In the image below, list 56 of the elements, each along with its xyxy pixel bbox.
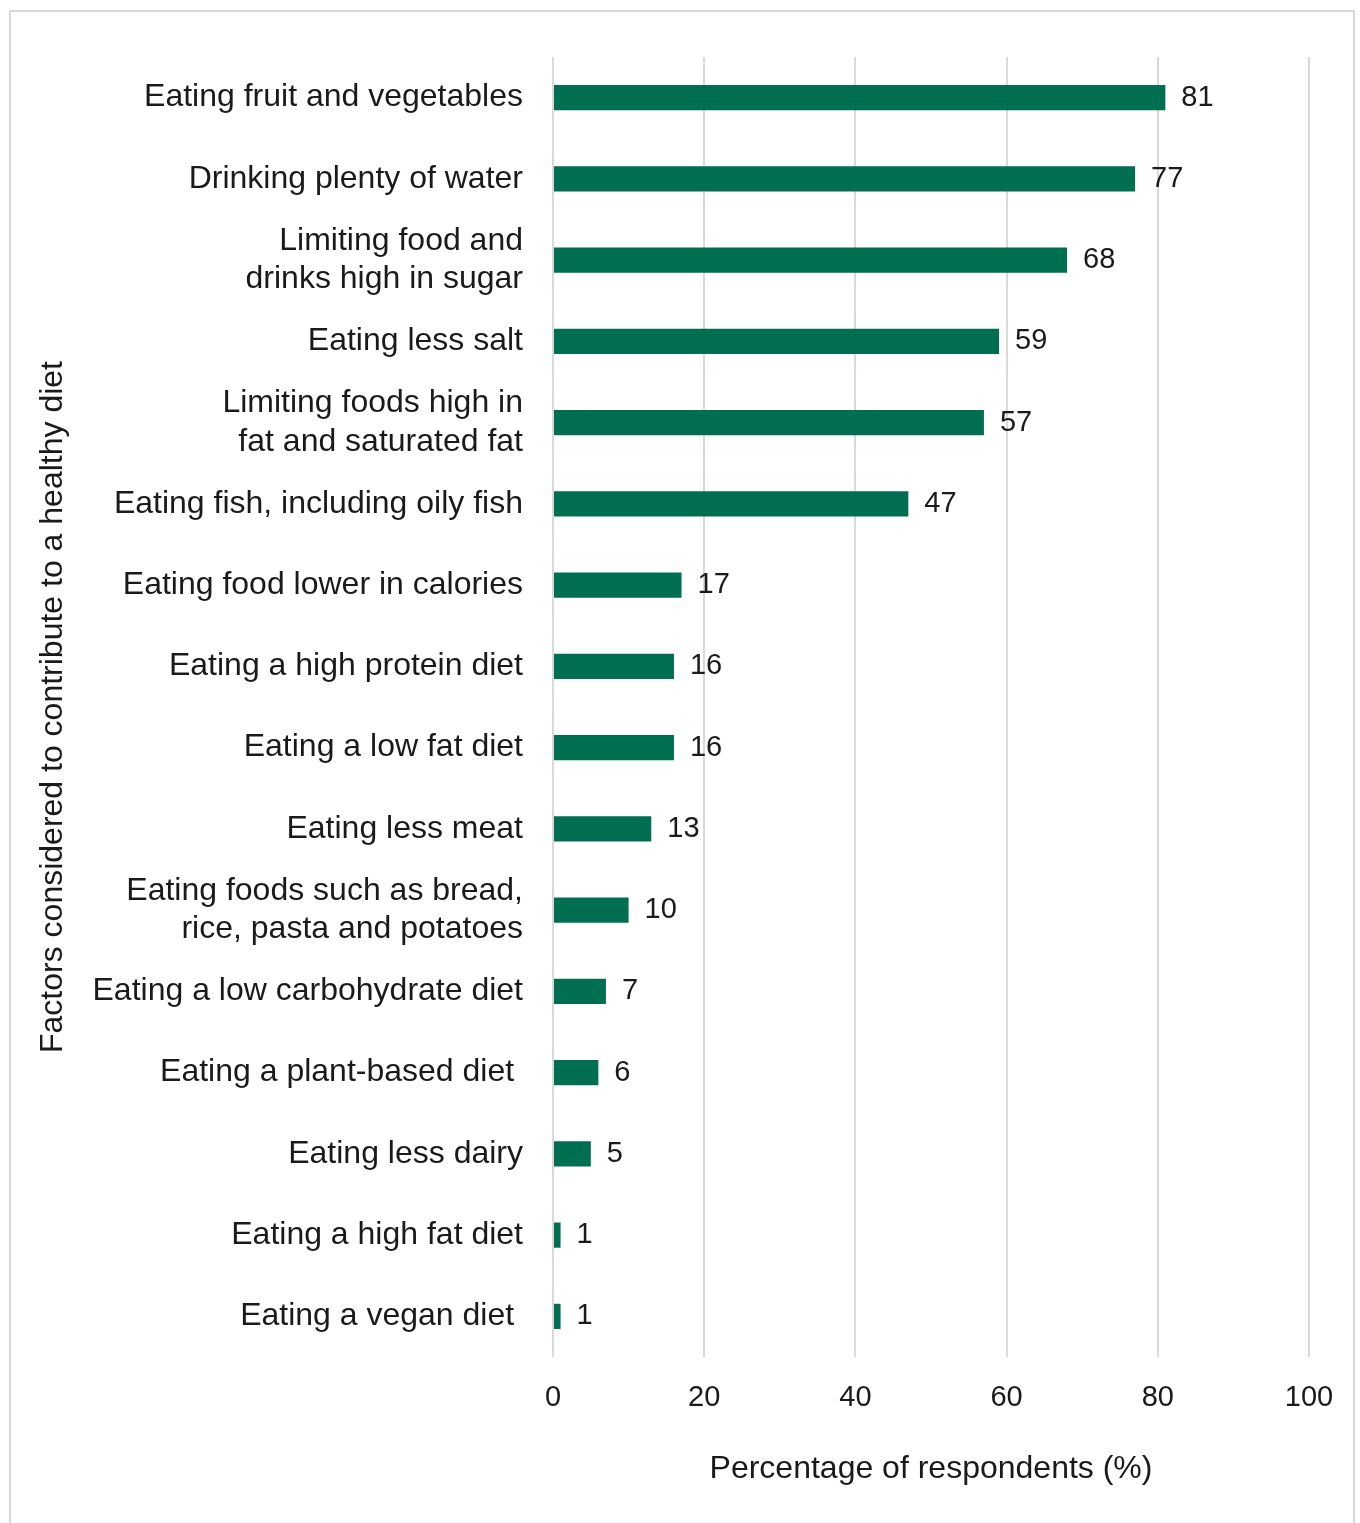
data-label: 16	[689, 729, 723, 762]
bar	[554, 1141, 591, 1167]
y-tick-label: Eating a low carbohydrate diet	[92, 971, 524, 1008]
bar	[554, 978, 606, 1004]
bar	[554, 410, 984, 436]
y-tick-label: Eating a vegan diet	[240, 1296, 523, 1333]
x-tick-label: 0	[544, 1380, 562, 1413]
bar	[554, 166, 1136, 192]
y-tick-label: Eating a plant-based diet	[160, 1052, 523, 1089]
bar	[554, 572, 682, 598]
data-label: 68	[1083, 242, 1116, 275]
bar	[554, 897, 629, 923]
data-label: 6	[614, 1054, 631, 1087]
data-label: 81	[1181, 79, 1214, 112]
data-label: 77	[1151, 160, 1184, 193]
x-axis-title: Percentage of respondents (%)	[709, 1448, 1153, 1485]
y-tick-label: Limiting food and drinks high in sugar	[245, 220, 524, 296]
data-label: 7	[621, 973, 639, 1006]
data-label: 16	[689, 648, 723, 681]
y-tick-label: Eating less meat	[286, 808, 524, 845]
bar	[554, 247, 1068, 273]
data-label: 1	[576, 1217, 593, 1250]
x-tick-label: 20	[688, 1380, 721, 1413]
bar	[554, 85, 1166, 111]
y-tick-label: Eating food lower in calories	[122, 564, 523, 601]
data-label: 57	[999, 404, 1033, 437]
y-tick-label: Eating less salt	[307, 321, 524, 358]
data-label: 17	[697, 567, 730, 600]
bar	[554, 1060, 599, 1086]
data-label: 1	[576, 1298, 593, 1331]
bar	[554, 735, 674, 761]
bar	[554, 816, 652, 842]
x-tick-label: 60	[990, 1380, 1023, 1413]
y-tick-label: Limiting foods high in fat and saturated fat	[222, 383, 524, 458]
y-tick-label: Eating fish, including oily fish	[113, 483, 523, 520]
data-label: 59	[1015, 323, 1048, 356]
y-tick-label: Eating fruit and vegetables	[144, 77, 523, 114]
bar	[554, 328, 1000, 354]
data-label: 10	[644, 892, 677, 925]
y-tick-label: Eating less dairy	[288, 1133, 523, 1170]
bar	[554, 1222, 561, 1248]
bar	[554, 491, 909, 517]
x-tick-label: 40	[839, 1380, 872, 1413]
bar	[554, 1303, 561, 1329]
data-label: 13	[667, 810, 700, 843]
x-tick-label: 100	[1284, 1380, 1334, 1413]
data-label: 47	[924, 485, 957, 518]
bar	[554, 653, 674, 679]
y-axis-title: Factors considered to contribute to a healthy diet	[33, 360, 70, 1053]
y-tick-label: Drinking plenty of water	[188, 158, 524, 195]
y-tick-label: Eating a high fat diet	[231, 1214, 524, 1251]
y-tick-label: Eating foods such as bread, rice, pasta and potatoes	[126, 870, 523, 946]
y-tick-label: Eating a high protein diet	[168, 646, 524, 683]
x-tick-label: 80	[1141, 1380, 1174, 1413]
y-tick-label: Eating a low fat diet	[243, 727, 524, 764]
data-label: 5	[606, 1135, 623, 1168]
